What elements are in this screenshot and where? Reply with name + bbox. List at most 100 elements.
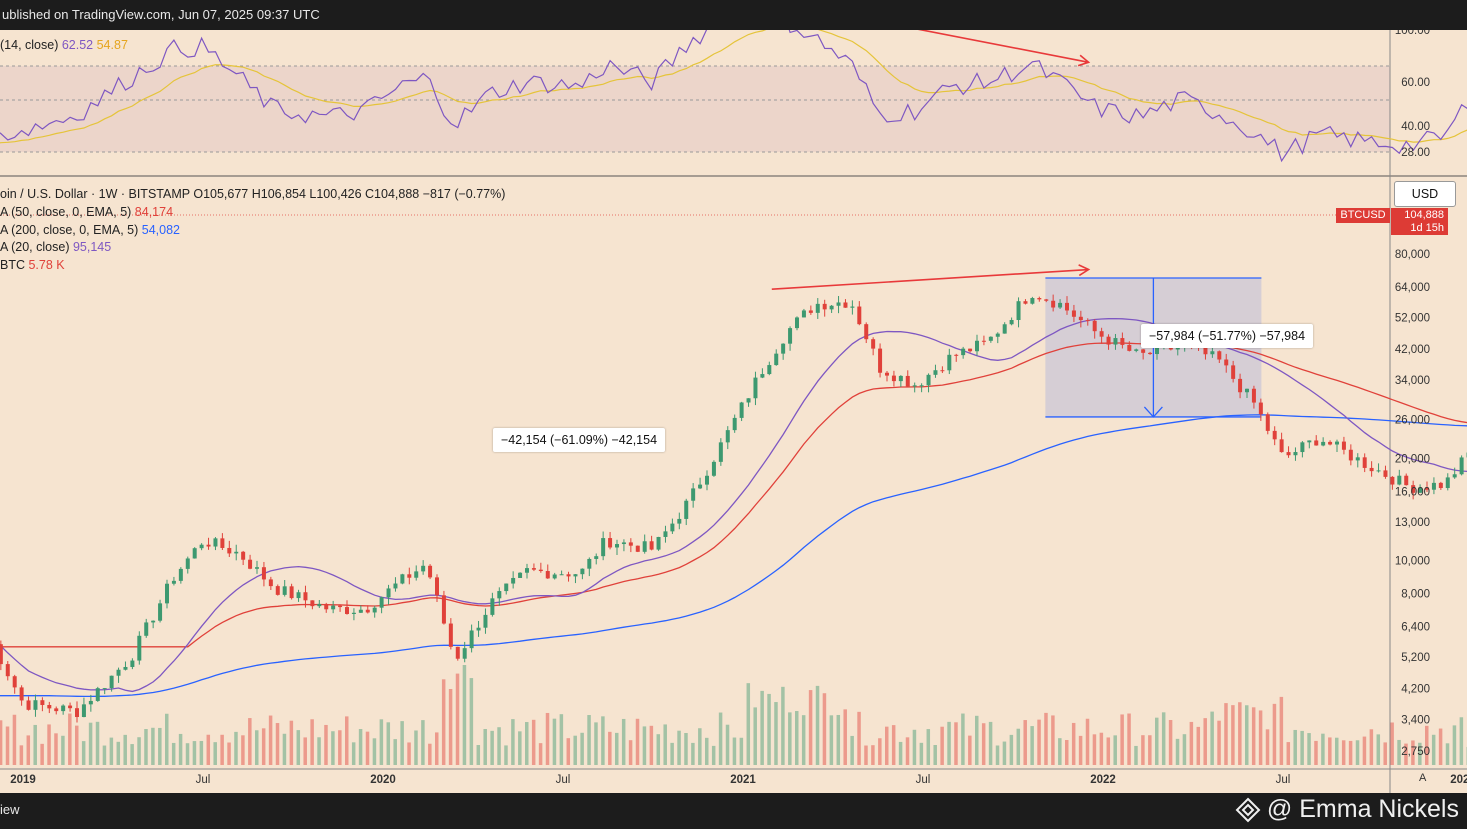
rsi-legend: (14, close) 62.52 54.87: [0, 38, 128, 52]
candle-body: [1002, 324, 1007, 334]
volume-bar: [1397, 739, 1401, 765]
volume-bar: [1411, 740, 1415, 765]
candle-body: [116, 669, 121, 676]
volume-bar: [331, 731, 335, 765]
volume-bar: [1092, 734, 1097, 765]
candle-body: [234, 551, 239, 554]
candle-body: [81, 704, 86, 718]
candle-body: [525, 568, 529, 573]
candle-body: [1085, 320, 1090, 322]
candle-body: [1175, 346, 1180, 350]
auto-scale-button[interactable]: A: [1419, 772, 1427, 784]
volume-bar: [61, 735, 65, 765]
rsi-value: 62.52: [61, 38, 94, 52]
candle-body: [898, 375, 903, 382]
volume-bar: [933, 744, 937, 765]
volume-bar: [54, 733, 58, 765]
candle-body: [476, 627, 481, 631]
candle-body: [1383, 470, 1388, 477]
candle-body: [843, 302, 848, 308]
volume-bar: [961, 713, 965, 765]
candle-body: [711, 461, 716, 476]
volume-bar: [123, 734, 127, 765]
volume-bar: [1314, 740, 1318, 765]
volume-bar: [940, 726, 944, 765]
price-tick-label: 42,000: [1395, 344, 1430, 356]
volume-bar: [358, 729, 363, 765]
candle-body: [47, 704, 52, 709]
volume-bar: [891, 725, 896, 765]
volume-bar: [698, 728, 702, 765]
candle-body: [331, 605, 336, 610]
candle-body: [1438, 482, 1443, 489]
volume-bar: [1182, 734, 1187, 765]
candle-body: [220, 538, 225, 548]
volume-bar: [130, 744, 134, 765]
rsi-label: (14, close): [0, 38, 59, 52]
btc-weekly-chart[interactable]: 2,750 3,400 4,200 5,200 6,400 8,000 10,000 13,0…: [0, 30, 1467, 793]
volume-bar: [801, 715, 806, 765]
volume-bar: [289, 720, 294, 765]
volume-bar: [1217, 720, 1221, 765]
volume-bar: [1148, 735, 1152, 765]
candle-body: [1016, 301, 1021, 320]
candle-body: [1120, 338, 1125, 345]
volume-bar: [1155, 717, 1159, 765]
candle-body: [684, 500, 689, 519]
price-tick-label: 20,000: [1395, 453, 1430, 465]
volume-bar: [414, 730, 418, 765]
candle-body: [663, 531, 668, 537]
volume-bar: [511, 719, 515, 765]
volume-bar: [684, 732, 688, 765]
candle-body: [171, 580, 176, 584]
candle-body: [88, 700, 93, 705]
volume-bar: [317, 737, 321, 765]
candle-body: [864, 324, 869, 340]
candle-body: [871, 339, 876, 349]
volume-bar: [469, 678, 474, 765]
candle-body: [601, 538, 606, 557]
candle-body: [1009, 319, 1014, 325]
candle-body: [988, 336, 993, 341]
volume-bar: [372, 738, 377, 765]
currency-selector[interactable]: USD: [1394, 181, 1456, 207]
candle-body: [705, 475, 709, 485]
candle-body: [538, 569, 543, 572]
rsi-lines: [0, 30, 1467, 163]
volume-bar: [324, 724, 328, 765]
candle-body: [213, 538, 218, 547]
candle-body: [345, 607, 349, 614]
candle-body: [552, 574, 557, 579]
volume-bar: [635, 718, 640, 765]
price-tick-label: 26,000: [1395, 415, 1430, 427]
volume-bar: [185, 743, 190, 765]
candle-body: [490, 598, 495, 615]
volume-bar: [1065, 740, 1069, 765]
volume-bar: [587, 715, 591, 765]
volume-bar: [248, 718, 252, 765]
candle-body: [656, 536, 661, 550]
time-tick-label: 2023: [1450, 774, 1467, 786]
candle-body: [760, 374, 765, 378]
volume-bar: [40, 743, 44, 765]
volume-bar: [1272, 703, 1277, 765]
volume-bar: [47, 724, 51, 765]
volume-bar: [898, 741, 903, 765]
volume-bar: [386, 722, 391, 765]
price-tick-label: 3,400: [1401, 715, 1430, 727]
candle-body: [358, 609, 363, 613]
candle-body: [531, 568, 536, 570]
candle-body: [1328, 441, 1333, 445]
volume-bar: [1438, 728, 1443, 765]
candle-body: [1272, 430, 1277, 440]
candle-body: [33, 700, 38, 710]
volume-bar: [968, 735, 972, 765]
candle-body: [885, 372, 889, 376]
candle-body: [1286, 452, 1291, 456]
volume-bar: [691, 742, 695, 765]
volume-bar: [81, 741, 86, 765]
candle-body: [926, 374, 931, 386]
ema50-row: A (50, close, 0, EMA, 5) 84,174: [0, 204, 505, 222]
volume-bar: [261, 728, 266, 765]
candle-body: [857, 306, 862, 325]
